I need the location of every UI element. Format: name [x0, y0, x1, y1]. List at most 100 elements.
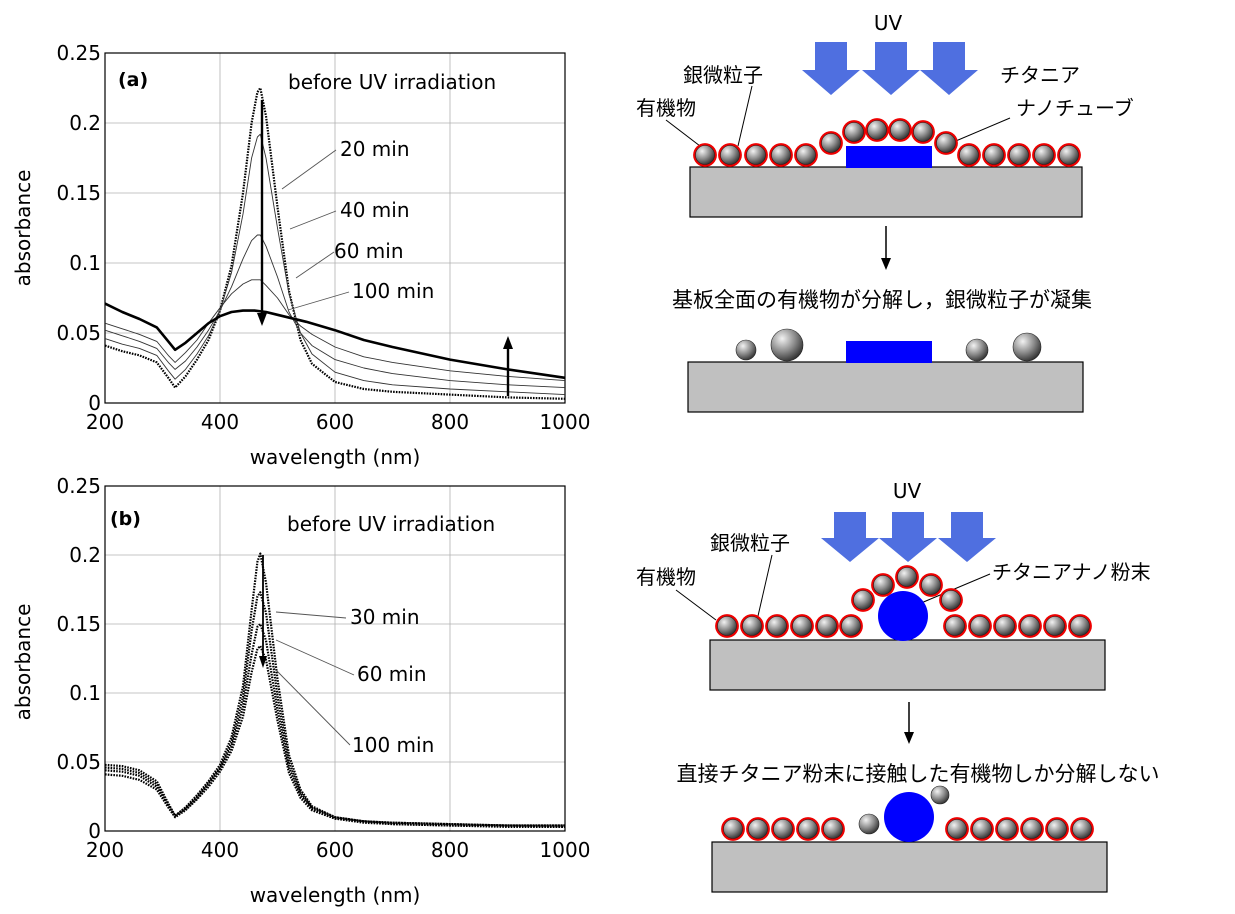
chart-a-y-tick-label: 0 — [88, 391, 101, 415]
chart-a-series-line — [104, 86, 566, 400]
chart-a-x-tick-label: 400 — [201, 410, 239, 434]
diagram-top-label-silver: 銀微粒子 — [683, 63, 763, 87]
chart-a-ann-40min: 40 min — [340, 198, 410, 222]
chart-b-series-group — [104, 552, 566, 829]
chart-a-leader-60min — [295, 251, 335, 279]
silver-particle — [853, 590, 873, 610]
chart-a-y-tick-label: 0.05 — [56, 321, 101, 345]
chart-b-leader-60min — [275, 639, 355, 676]
chart-b-y-tick-label: 0.1 — [69, 681, 101, 705]
chart-b-grid — [104, 485, 566, 832]
chart-a-ylabel: absorbance — [11, 170, 35, 287]
silver-particle — [844, 122, 864, 142]
silver-particle — [890, 120, 910, 140]
chart-a-plot-frame — [104, 52, 566, 404]
silver-particle — [742, 616, 762, 636]
chart-a-leader-40min — [289, 210, 337, 230]
diagram-top-label-organic: 有機物 — [636, 96, 696, 120]
process-arrow-head — [904, 732, 914, 744]
silver-particle — [972, 819, 992, 839]
silver-particle — [965, 338, 989, 362]
silver-particle — [1045, 616, 1065, 636]
silver-particle — [984, 145, 1004, 165]
silver-particle — [717, 616, 737, 636]
chart-a-annotations: before UV irradiation 20 min 40 min 60 m… — [257, 70, 513, 396]
chart-a-panel-label: (a) — [118, 69, 148, 91]
silver-particle — [817, 616, 837, 636]
silver-particle — [792, 616, 812, 636]
chart-a-ann-20min: 20 min — [340, 137, 410, 161]
particles-aggregated — [735, 328, 1042, 362]
process-arrow-head — [881, 258, 891, 270]
silver-particle — [1072, 819, 1092, 839]
silver-particle — [1059, 145, 1079, 165]
chart-a-x-tick-label: 1000 — [540, 410, 591, 434]
diagram-bottom-label-organic: 有機物 — [636, 565, 696, 589]
chart-b-y-tick-label: 0.15 — [56, 612, 101, 636]
chart-b-ylabel: absorbance — [11, 604, 35, 721]
chart-a-leader-100min — [287, 291, 350, 311]
chart-b-ann-30min: 30 min — [350, 605, 420, 629]
chart-a-arrow-up-head — [503, 336, 513, 349]
uv-arrow — [862, 42, 920, 95]
chart-a-x-ticks: 200 400 600 800 1000 — [86, 410, 591, 434]
diagram-bottom-uv-label: UV — [893, 479, 922, 503]
chart-b-leader-100min — [273, 667, 351, 746]
silver-particle — [746, 145, 766, 165]
chart-b-x-tick-label: 400 — [201, 838, 239, 862]
silver-particle — [858, 813, 880, 835]
diagram-top-label-titania-1: チタニア — [1000, 63, 1080, 87]
particles-remaining — [721, 785, 1094, 841]
chart-a-xlabel: wavelength (nm) — [250, 445, 421, 469]
leader-line — [665, 119, 701, 147]
chart-a-series-line — [104, 234, 566, 389]
titania-nanopowder — [884, 792, 934, 842]
uv-arrow — [802, 42, 860, 95]
silver-particle — [921, 575, 941, 595]
silver-particle — [771, 145, 791, 165]
chart-b-arrow-down-head — [259, 656, 267, 668]
substrate — [711, 841, 1108, 893]
silver-particle — [873, 575, 893, 595]
silver-particle — [695, 145, 715, 165]
chart-a-ann-60min: 60 min — [334, 239, 404, 263]
substrate — [687, 361, 1084, 413]
diagram-top-uv-label: UV — [874, 11, 903, 35]
chart-a-x-tick-label: 800 — [431, 410, 469, 434]
chart-a-y-tick-label: 0.25 — [56, 41, 101, 65]
silver-particle — [930, 785, 950, 805]
titania-nanotube — [846, 341, 932, 363]
silver-particle — [970, 616, 990, 636]
leader-line — [757, 554, 773, 617]
chart-b-y-tick-label: 0.25 — [56, 474, 101, 498]
silver-particle — [936, 133, 956, 153]
chart-a-leader-20min — [281, 149, 337, 190]
substrate — [709, 639, 1106, 691]
chart-b-leader-30min — [275, 611, 347, 619]
diagram-bottom-caption: 直接チタニア粉末に接触した有機物しか分解しない — [677, 762, 1160, 786]
chart-a-series-line — [104, 302, 566, 380]
chart-a-x-tick-label: 600 — [316, 410, 354, 434]
silver-particle — [995, 616, 1015, 636]
chart-b-plot-frame — [104, 485, 566, 832]
chart-b-x-tick-label: 200 — [86, 838, 124, 862]
uv-arrow — [920, 42, 978, 95]
silver-particle — [1009, 145, 1029, 165]
silver-particle — [1020, 616, 1040, 636]
silver-particle — [821, 133, 841, 153]
chart-b-y-tick-label: 0.05 — [56, 750, 101, 774]
chart-a-y-tick-label: 0.15 — [56, 181, 101, 205]
chart-b-y-tick-label: 0 — [88, 819, 101, 843]
uv-arrow — [938, 512, 996, 562]
chart-a-y-tick-label: 0.1 — [69, 251, 101, 275]
chart-a-series-line — [104, 279, 566, 382]
silver-particle — [720, 145, 740, 165]
chart-a-series-group — [104, 86, 566, 400]
uv-arrow — [821, 512, 879, 562]
silver-particle — [748, 819, 768, 839]
silver-particle — [959, 145, 979, 165]
diagram-top-label-titania-2: ナノチューブ — [1016, 96, 1134, 120]
chart-b-y-ticks: 0 0.05 0.1 0.15 0.2 0.25 — [56, 474, 101, 843]
silver-particle — [1022, 819, 1042, 839]
silver-particle — [913, 122, 933, 142]
